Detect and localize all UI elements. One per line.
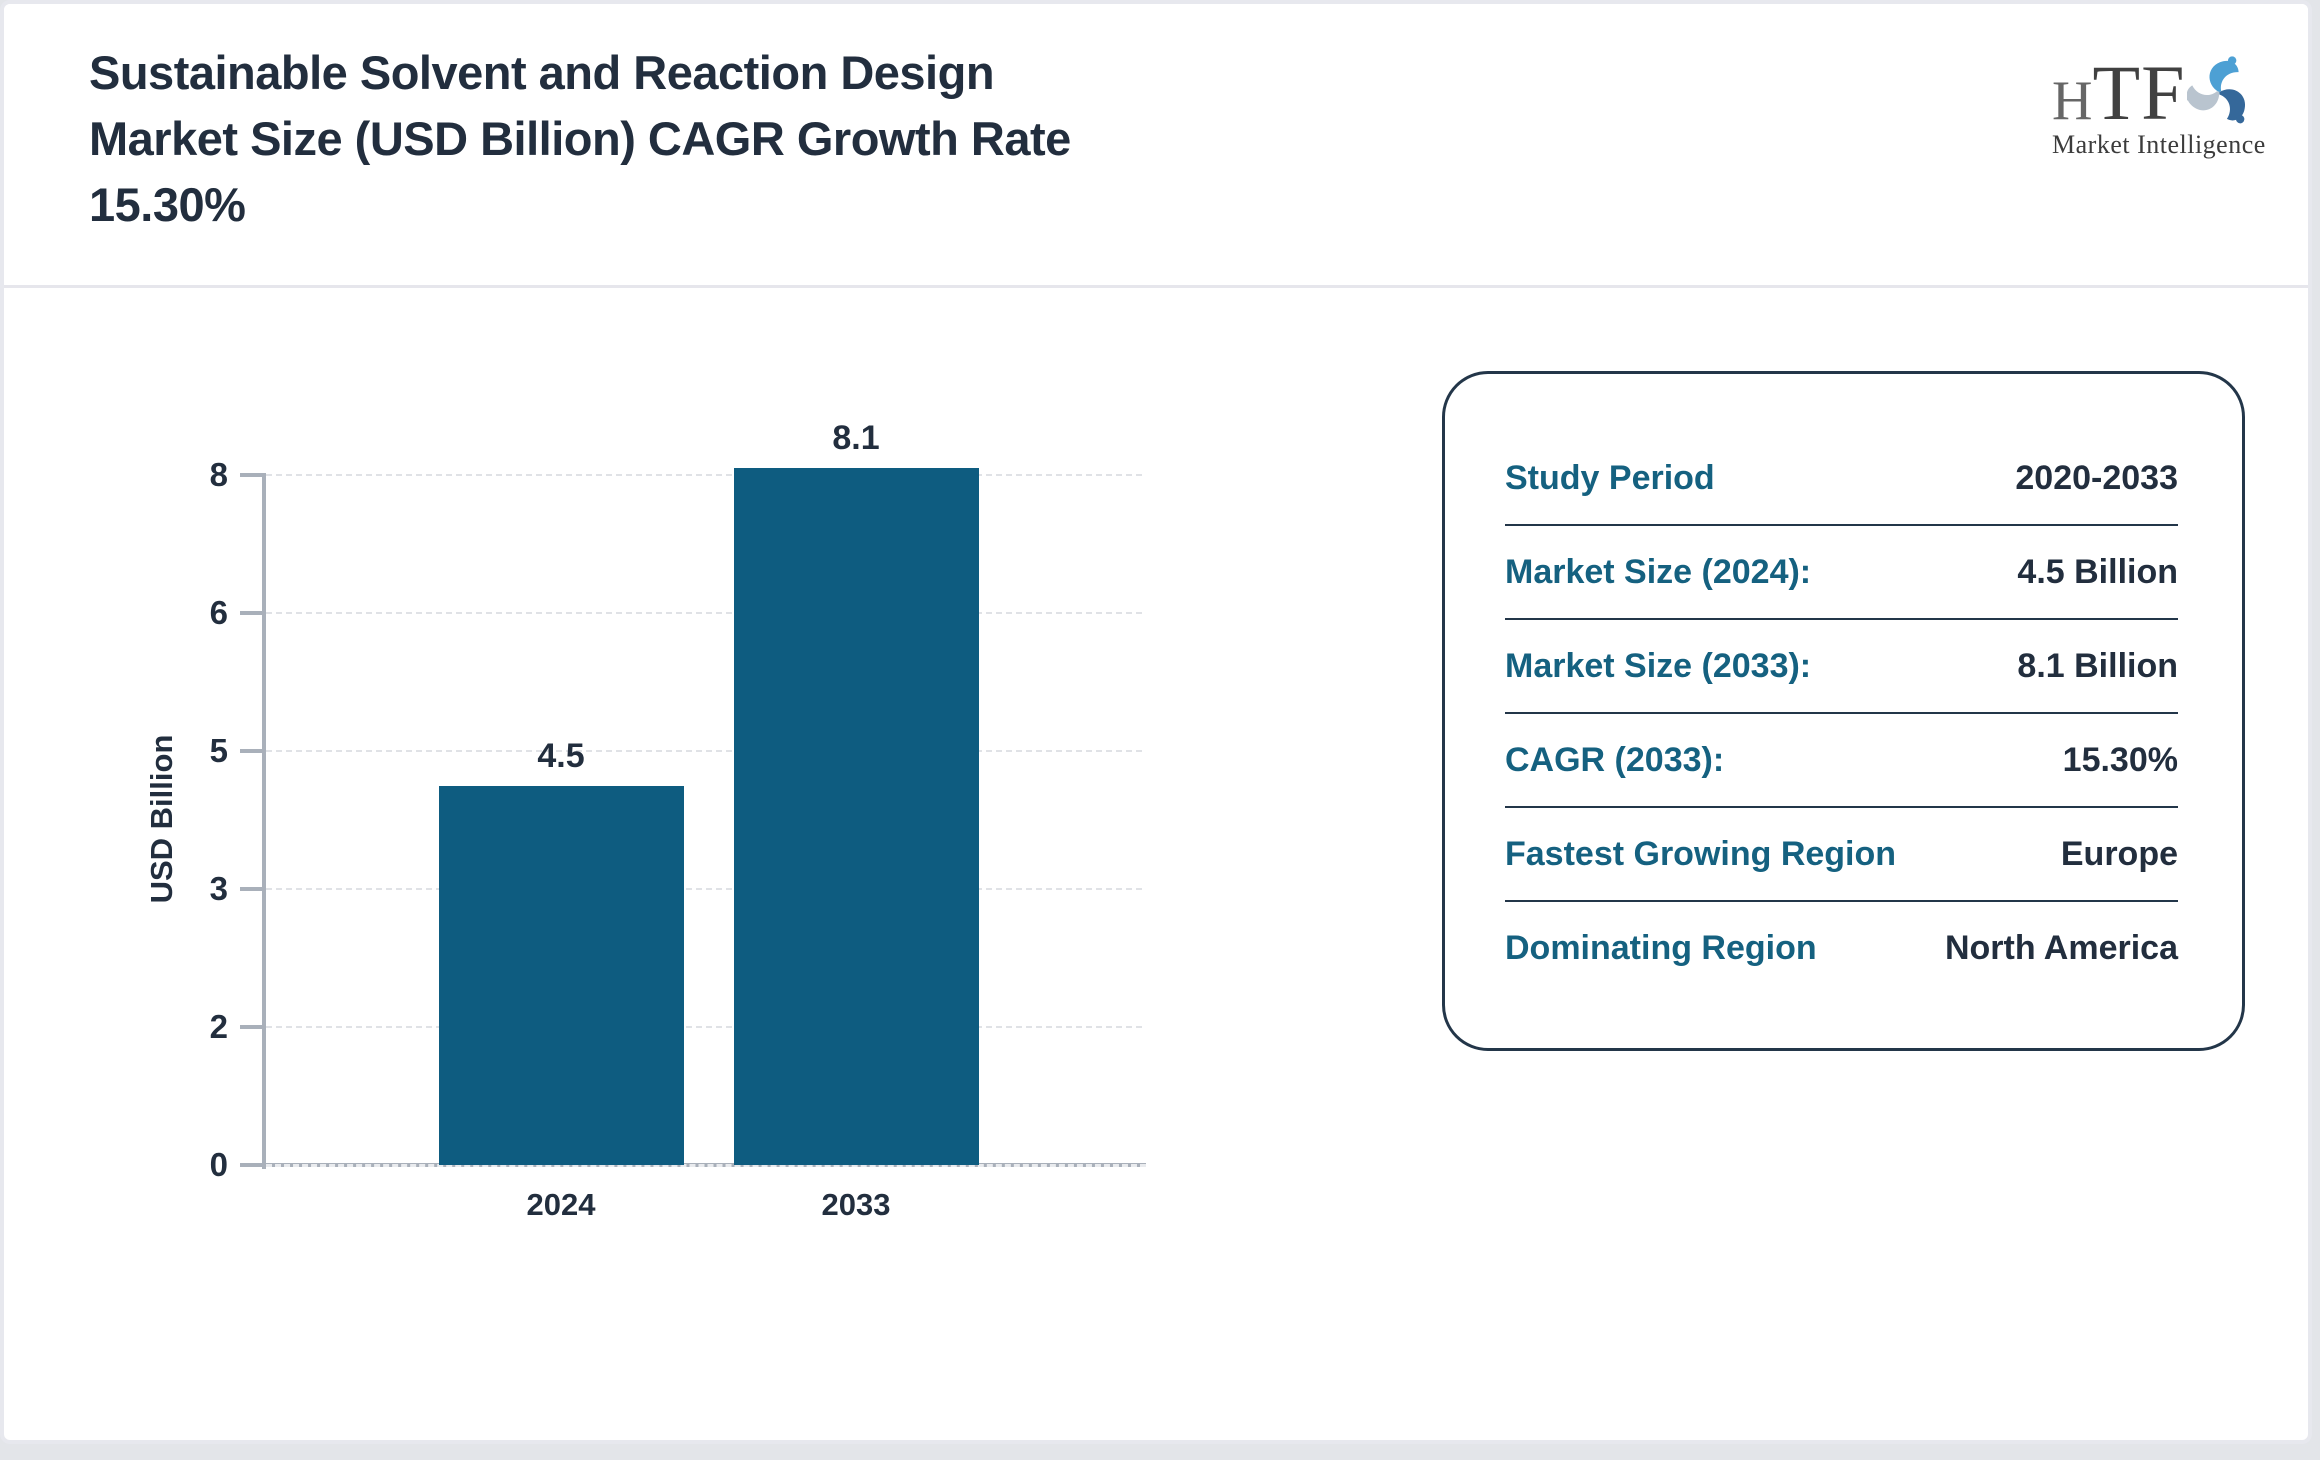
y-tick-label: 0 xyxy=(209,1146,228,1183)
y-axis-line xyxy=(262,473,266,1169)
summary-card: Study Period 2020-2033 Market Size (2024… xyxy=(1442,371,2245,1051)
htf-logo-subtitle: Market Intelligence xyxy=(2052,130,2266,159)
y-tick-label: 8 xyxy=(209,456,228,493)
summary-label: Fastest Growing Region xyxy=(1505,834,1897,873)
y-tick-label: 2 xyxy=(209,1008,228,1045)
summary-label: Market Size (2024): xyxy=(1505,552,1812,591)
summary-row-market-size-2033: Market Size (2033): 8.1 Billion xyxy=(1505,620,2178,714)
summary-value: 2020-2033 xyxy=(2015,458,2178,497)
y-axis-title: USD Billion xyxy=(144,734,179,904)
header-divider xyxy=(4,285,2308,288)
y-tick-mark xyxy=(240,749,262,753)
bar-value-label: 4.5 xyxy=(537,736,585,775)
summary-label: CAGR (2033): xyxy=(1505,740,1725,779)
y-tick-mark xyxy=(240,887,262,891)
y-gridline xyxy=(266,888,1142,890)
y-tick-mark xyxy=(240,1163,262,1167)
summary-value: North America xyxy=(1944,928,2178,967)
bar-2033 xyxy=(733,468,979,1165)
summary-label: Study Period xyxy=(1505,458,1715,497)
y-gridline xyxy=(266,1026,1142,1028)
summary-row-cagr: CAGR (2033): 15.30% xyxy=(1505,714,2178,808)
htf-logo-letter-h: H xyxy=(2052,70,2093,132)
htf-logo-swirl-icon xyxy=(2187,56,2246,124)
summary-row-study-period: Study Period 2020-2033 xyxy=(1505,432,2178,526)
y-tick-mark xyxy=(240,1025,262,1029)
y-gridline xyxy=(266,474,1142,476)
summary-value: 4.5 Billion xyxy=(2017,552,2178,591)
summary-row-fastest-growing-region: Fastest Growing Region Europe xyxy=(1505,808,2178,902)
y-tick-label: 5 xyxy=(209,732,228,769)
x-axis-dash-overlay xyxy=(266,1164,1146,1167)
y-tick-label: 3 xyxy=(209,870,228,907)
summary-value: 15.30% xyxy=(2062,740,2178,779)
summary-label: Market Size (2033): xyxy=(1505,646,1812,685)
y-tick-label: 6 xyxy=(209,594,228,631)
summary-row-dominating-region: Dominating Region North America xyxy=(1505,902,2178,994)
summary-row-market-size-2024: Market Size (2024): 4.5 Billion xyxy=(1505,526,2178,620)
htf-logo: H TF xyxy=(2052,38,2266,160)
bar-2024 xyxy=(438,785,684,1165)
x-tick-label: 2024 xyxy=(526,1187,596,1222)
bar-value-label: 8.1 xyxy=(832,419,880,458)
x-tick-label: 2033 xyxy=(821,1187,891,1222)
y-tick-mark xyxy=(240,473,262,477)
page-title: Sustainable Solvent and Reaction Design … xyxy=(89,46,1071,231)
htf-logo-wordmark: H TF xyxy=(2052,38,2252,136)
y-gridline xyxy=(266,750,1142,752)
bar-chart: 0 2 3 5 6 8 4.5 2024 8.1 2033 xyxy=(210,419,1146,1244)
summary-value: Europe xyxy=(2060,834,2178,873)
summary-label: Dominating Region xyxy=(1505,928,1817,967)
y-tick-mark xyxy=(240,611,262,615)
header: Sustainable Solvent and Reaction Design … xyxy=(4,4,2308,285)
page-bottom-strip xyxy=(0,1444,2320,1460)
htf-logo-letters-tf: TF xyxy=(2092,49,2186,136)
summary-value: 8.1 Billion xyxy=(2017,646,2178,685)
y-gridline xyxy=(266,612,1142,614)
